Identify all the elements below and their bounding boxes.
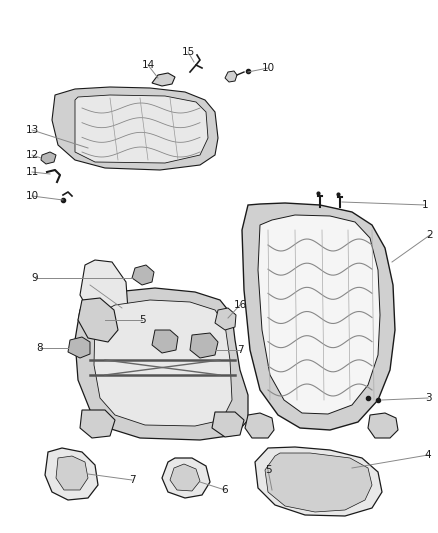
Polygon shape: [75, 288, 248, 440]
Text: 14: 14: [141, 60, 155, 70]
Text: 6: 6: [222, 485, 228, 495]
Text: 5: 5: [265, 465, 271, 475]
Polygon shape: [45, 448, 98, 500]
Text: 9: 9: [32, 273, 38, 283]
Text: 13: 13: [25, 125, 39, 135]
Polygon shape: [190, 333, 218, 358]
Polygon shape: [265, 453, 372, 512]
Polygon shape: [152, 73, 175, 86]
Text: 10: 10: [25, 191, 39, 201]
Polygon shape: [225, 71, 237, 82]
Text: 7: 7: [237, 345, 244, 355]
Text: 12: 12: [25, 150, 39, 160]
Polygon shape: [78, 298, 118, 342]
Polygon shape: [170, 464, 200, 491]
Polygon shape: [80, 410, 115, 438]
Polygon shape: [68, 337, 90, 358]
Text: 15: 15: [181, 47, 194, 57]
Polygon shape: [368, 413, 398, 438]
Polygon shape: [242, 203, 395, 430]
Polygon shape: [245, 413, 274, 438]
Text: 11: 11: [25, 167, 39, 177]
Polygon shape: [75, 95, 208, 163]
Text: 16: 16: [233, 300, 247, 310]
Text: 7: 7: [129, 475, 135, 485]
Polygon shape: [80, 260, 128, 322]
Text: 5: 5: [139, 315, 145, 325]
Text: 3: 3: [425, 393, 431, 403]
Polygon shape: [255, 447, 382, 516]
Text: 2: 2: [427, 230, 433, 240]
Polygon shape: [52, 87, 218, 170]
Text: 1: 1: [422, 200, 428, 210]
Polygon shape: [56, 456, 88, 490]
Polygon shape: [94, 300, 232, 426]
Polygon shape: [152, 330, 178, 353]
Polygon shape: [215, 308, 236, 330]
Polygon shape: [132, 265, 154, 285]
Text: 10: 10: [261, 63, 275, 73]
Text: 4: 4: [425, 450, 431, 460]
Polygon shape: [212, 412, 244, 437]
Text: 8: 8: [37, 343, 43, 353]
Polygon shape: [258, 215, 380, 414]
Polygon shape: [162, 458, 210, 498]
Polygon shape: [41, 152, 56, 164]
